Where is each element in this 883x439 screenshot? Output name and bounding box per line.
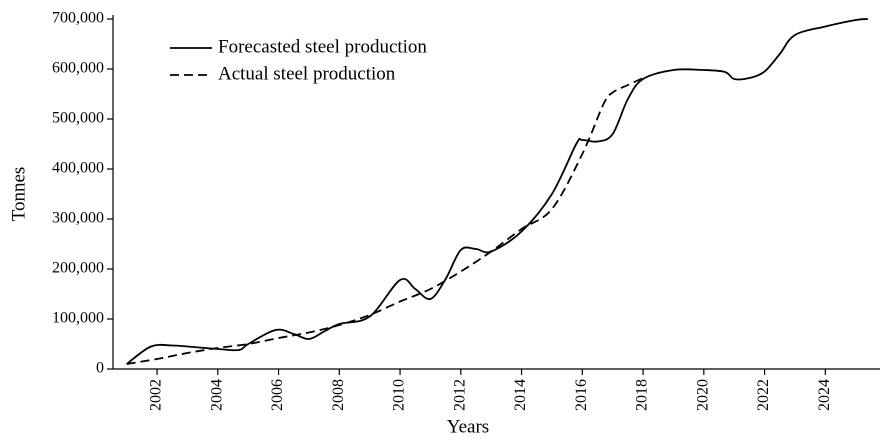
x-tick-label: 2024 [816, 379, 833, 411]
series-line [126, 77, 644, 365]
x-tick-label: 2012 [451, 379, 468, 411]
x-tick-label: 2010 [391, 379, 408, 411]
x-tick-label: 2020 [694, 379, 711, 411]
legend-label: Forecasted steel production [218, 36, 427, 57]
y-tick-label: 700,000 [52, 10, 104, 27]
y-tick-label: 300,000 [52, 210, 104, 227]
y-axis-label: Tonnes [8, 167, 29, 222]
y-tick-label: 200,000 [52, 260, 104, 277]
x-tick-label: 2018 [634, 379, 651, 411]
x-tick-label: 2008 [330, 379, 347, 411]
x-tick-label: 2004 [208, 379, 225, 411]
y-tick-label: 600,000 [52, 60, 104, 77]
legend-label: Actual steel production [218, 63, 396, 84]
x-tick-label: 2006 [269, 379, 286, 411]
x-tick-label: 2016 [573, 379, 590, 411]
x-axis-label: Years [447, 416, 489, 437]
x-tick-label: 2022 [755, 379, 772, 411]
y-tick-label: 400,000 [52, 160, 104, 177]
x-tick-label: 2014 [512, 379, 529, 411]
y-tick-label: 500,000 [52, 110, 104, 127]
y-tick-label: 0 [96, 360, 104, 377]
y-tick-label: 100,000 [52, 310, 104, 327]
x-tick-label: 2002 [148, 379, 165, 411]
